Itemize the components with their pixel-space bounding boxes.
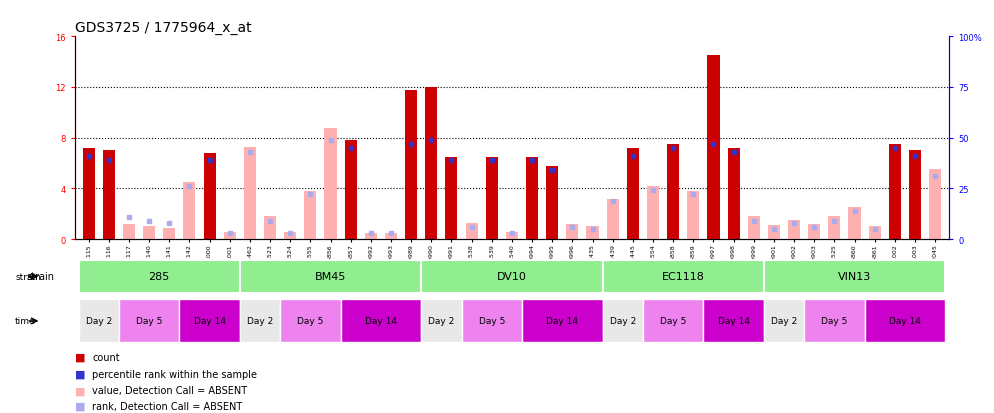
Bar [869, 227, 881, 240]
Bar [763, 300, 804, 342]
Bar [643, 300, 704, 342]
Text: ■: ■ [75, 352, 85, 362]
Bar [889, 145, 901, 240]
Bar [788, 221, 800, 240]
Bar [929, 170, 941, 240]
Text: value, Detection Call = ABSENT: value, Detection Call = ABSENT [92, 385, 248, 395]
Text: Day 2: Day 2 [771, 317, 797, 325]
Bar [83, 148, 94, 240]
Bar [280, 300, 341, 342]
Bar [365, 233, 377, 240]
Bar [522, 300, 602, 342]
Text: Day 2: Day 2 [609, 317, 636, 325]
Text: Day 5: Day 5 [478, 317, 505, 325]
Bar [708, 56, 720, 240]
Text: EC1118: EC1118 [662, 272, 705, 282]
Bar [865, 300, 945, 342]
Text: ■: ■ [75, 401, 85, 411]
Bar [304, 192, 316, 240]
Text: strain: strain [27, 272, 55, 282]
Bar [244, 147, 255, 240]
Bar [445, 157, 457, 240]
Bar [763, 260, 945, 293]
Bar [808, 224, 820, 240]
Text: DV10: DV10 [497, 272, 527, 282]
Bar [728, 148, 740, 240]
Bar [461, 300, 522, 342]
Text: Day 14: Day 14 [365, 317, 397, 325]
Bar [406, 90, 417, 240]
Bar [345, 141, 357, 240]
Text: rank, Detection Call = ABSENT: rank, Detection Call = ABSENT [92, 401, 243, 411]
Bar [143, 227, 155, 240]
Text: VIN13: VIN13 [838, 272, 871, 282]
Text: GDS3725 / 1775964_x_at: GDS3725 / 1775964_x_at [75, 21, 251, 35]
Bar [341, 300, 421, 342]
Bar [425, 88, 437, 240]
Bar [284, 232, 296, 240]
Bar [627, 148, 639, 240]
Bar [506, 232, 518, 240]
Bar [687, 192, 700, 240]
Bar [421, 300, 461, 342]
Bar [747, 217, 759, 240]
Text: percentile rank within the sample: percentile rank within the sample [92, 369, 257, 379]
Bar [240, 260, 421, 293]
Bar [768, 225, 780, 240]
Bar [421, 260, 602, 293]
Bar [79, 260, 240, 293]
Bar [602, 260, 763, 293]
Text: Day 5: Day 5 [660, 317, 686, 325]
Text: time: time [15, 317, 36, 325]
Bar [204, 154, 216, 240]
Bar [602, 300, 643, 342]
Text: Day 14: Day 14 [889, 317, 920, 325]
Text: BM45: BM45 [315, 272, 346, 282]
Text: Day 5: Day 5 [821, 317, 848, 325]
Bar [240, 300, 280, 342]
Bar [183, 183, 196, 240]
Bar [264, 217, 276, 240]
Text: strain: strain [15, 272, 41, 281]
Bar [163, 228, 175, 240]
Text: Day 14: Day 14 [718, 317, 749, 325]
Text: 285: 285 [148, 272, 170, 282]
Bar [586, 227, 598, 240]
Bar [324, 128, 337, 240]
Bar [667, 145, 679, 240]
Text: ■: ■ [75, 385, 85, 395]
Bar [385, 233, 397, 240]
Bar [849, 208, 861, 240]
Text: Day 2: Day 2 [85, 317, 112, 325]
Bar [79, 300, 119, 342]
Bar [909, 151, 921, 240]
Bar [526, 157, 538, 240]
Text: Day 5: Day 5 [297, 317, 324, 325]
Bar [567, 224, 579, 240]
Bar [179, 300, 240, 342]
Text: Day 2: Day 2 [247, 317, 273, 325]
Bar [123, 224, 135, 240]
Bar [465, 223, 478, 240]
Bar [119, 300, 179, 342]
Text: count: count [92, 352, 120, 362]
Text: Day 2: Day 2 [428, 317, 454, 325]
Bar [704, 300, 763, 342]
Bar [224, 232, 236, 240]
Bar [546, 166, 559, 240]
Text: Day 14: Day 14 [547, 317, 579, 325]
Bar [828, 217, 841, 240]
Bar [647, 186, 659, 240]
Bar [606, 199, 618, 240]
Bar [102, 151, 115, 240]
Bar [486, 157, 498, 240]
Text: Day 5: Day 5 [136, 317, 162, 325]
Text: ■: ■ [75, 369, 85, 379]
Bar [804, 300, 865, 342]
Text: Day 14: Day 14 [194, 317, 226, 325]
